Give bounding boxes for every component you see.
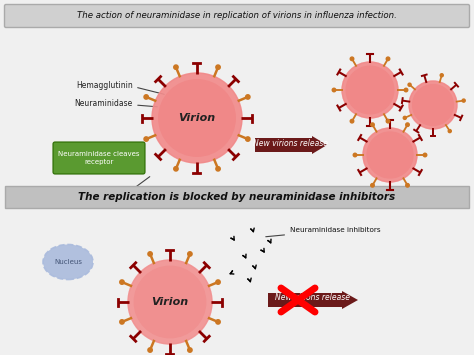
Circle shape <box>144 137 148 141</box>
Circle shape <box>216 320 220 324</box>
Circle shape <box>152 73 242 163</box>
Circle shape <box>174 166 178 171</box>
Circle shape <box>406 184 409 187</box>
Circle shape <box>216 166 220 171</box>
Circle shape <box>350 57 354 61</box>
FancyBboxPatch shape <box>4 5 470 27</box>
Text: Virion: Virion <box>178 113 216 123</box>
Circle shape <box>159 80 235 156</box>
Text: New virions release: New virions release <box>254 138 328 147</box>
Circle shape <box>408 83 411 86</box>
Circle shape <box>409 81 457 129</box>
Circle shape <box>350 119 354 123</box>
Circle shape <box>246 137 250 141</box>
Text: New virions release: New virions release <box>275 294 350 302</box>
Text: Virion: Virion <box>151 297 189 307</box>
Ellipse shape <box>43 245 93 279</box>
Circle shape <box>128 260 212 344</box>
Circle shape <box>128 260 212 344</box>
Circle shape <box>342 62 398 118</box>
Circle shape <box>363 128 417 182</box>
FancyBboxPatch shape <box>53 142 145 174</box>
Circle shape <box>216 65 220 69</box>
Circle shape <box>371 184 374 187</box>
Circle shape <box>423 153 427 157</box>
Circle shape <box>367 132 413 178</box>
Circle shape <box>440 74 443 77</box>
Circle shape <box>188 348 192 352</box>
Circle shape <box>120 320 124 324</box>
Circle shape <box>188 252 192 256</box>
Text: Hemagglutinin: Hemagglutinin <box>76 81 133 89</box>
Circle shape <box>148 252 152 256</box>
Circle shape <box>353 153 357 157</box>
Circle shape <box>404 88 408 92</box>
Circle shape <box>409 81 457 129</box>
Text: Neuraminidase: Neuraminidase <box>75 99 133 109</box>
Circle shape <box>462 99 465 102</box>
Circle shape <box>412 84 454 125</box>
Circle shape <box>246 95 250 99</box>
Text: Neuraminidase inhibitors: Neuraminidase inhibitors <box>266 227 381 237</box>
Circle shape <box>406 123 409 126</box>
Circle shape <box>120 280 124 284</box>
Circle shape <box>216 280 220 284</box>
Circle shape <box>342 62 398 118</box>
Circle shape <box>134 266 206 338</box>
Text: The action of neuraminidase in replication of virions in influenza infection.: The action of neuraminidase in replicati… <box>77 11 397 21</box>
Circle shape <box>332 88 336 92</box>
FancyBboxPatch shape <box>5 186 469 208</box>
Circle shape <box>174 65 178 69</box>
Circle shape <box>403 116 406 119</box>
Circle shape <box>363 128 417 182</box>
Circle shape <box>386 57 390 61</box>
Circle shape <box>386 119 390 123</box>
Circle shape <box>144 95 148 99</box>
Text: The replication is blocked by neuraminidase inhibitors: The replication is blocked by neuraminid… <box>78 192 396 202</box>
Text: Nucleus: Nucleus <box>54 259 82 265</box>
Circle shape <box>152 73 242 163</box>
FancyArrow shape <box>255 136 327 154</box>
Text: Sialic acid containing
receptor: Sialic acid containing receptor <box>68 192 139 205</box>
Circle shape <box>148 348 152 352</box>
Circle shape <box>371 123 374 126</box>
Circle shape <box>448 130 451 133</box>
Circle shape <box>346 66 394 114</box>
Text: Neuraminidase cleaves
receptor: Neuraminidase cleaves receptor <box>58 151 140 165</box>
FancyArrow shape <box>268 291 358 309</box>
